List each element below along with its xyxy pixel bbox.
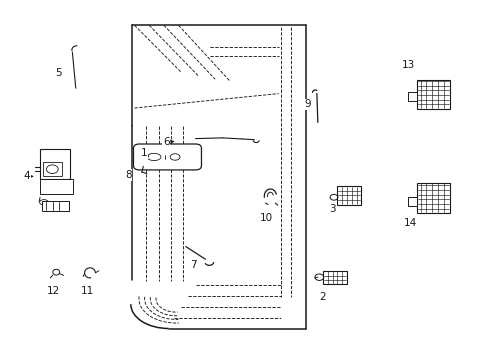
- Text: 14: 14: [403, 218, 417, 228]
- Text: 12: 12: [47, 285, 61, 296]
- FancyBboxPatch shape: [43, 162, 61, 176]
- FancyBboxPatch shape: [322, 271, 346, 284]
- FancyBboxPatch shape: [40, 149, 70, 179]
- FancyBboxPatch shape: [407, 197, 416, 206]
- FancyBboxPatch shape: [416, 80, 449, 109]
- Text: 1: 1: [141, 148, 147, 158]
- FancyBboxPatch shape: [42, 201, 69, 211]
- Text: 13: 13: [401, 60, 414, 70]
- Text: 11: 11: [80, 285, 94, 296]
- Text: 4: 4: [23, 171, 30, 181]
- Text: 5: 5: [55, 68, 62, 78]
- Text: 3: 3: [328, 204, 335, 214]
- Text: 2: 2: [319, 292, 325, 302]
- FancyBboxPatch shape: [416, 183, 449, 213]
- FancyBboxPatch shape: [407, 92, 416, 101]
- FancyBboxPatch shape: [337, 186, 360, 205]
- FancyBboxPatch shape: [40, 179, 73, 194]
- Text: 8: 8: [124, 170, 131, 180]
- Text: 6: 6: [163, 137, 169, 147]
- Text: 9: 9: [304, 99, 311, 109]
- Text: 7: 7: [189, 260, 196, 270]
- Text: 10: 10: [260, 213, 272, 223]
- FancyBboxPatch shape: [133, 144, 201, 170]
